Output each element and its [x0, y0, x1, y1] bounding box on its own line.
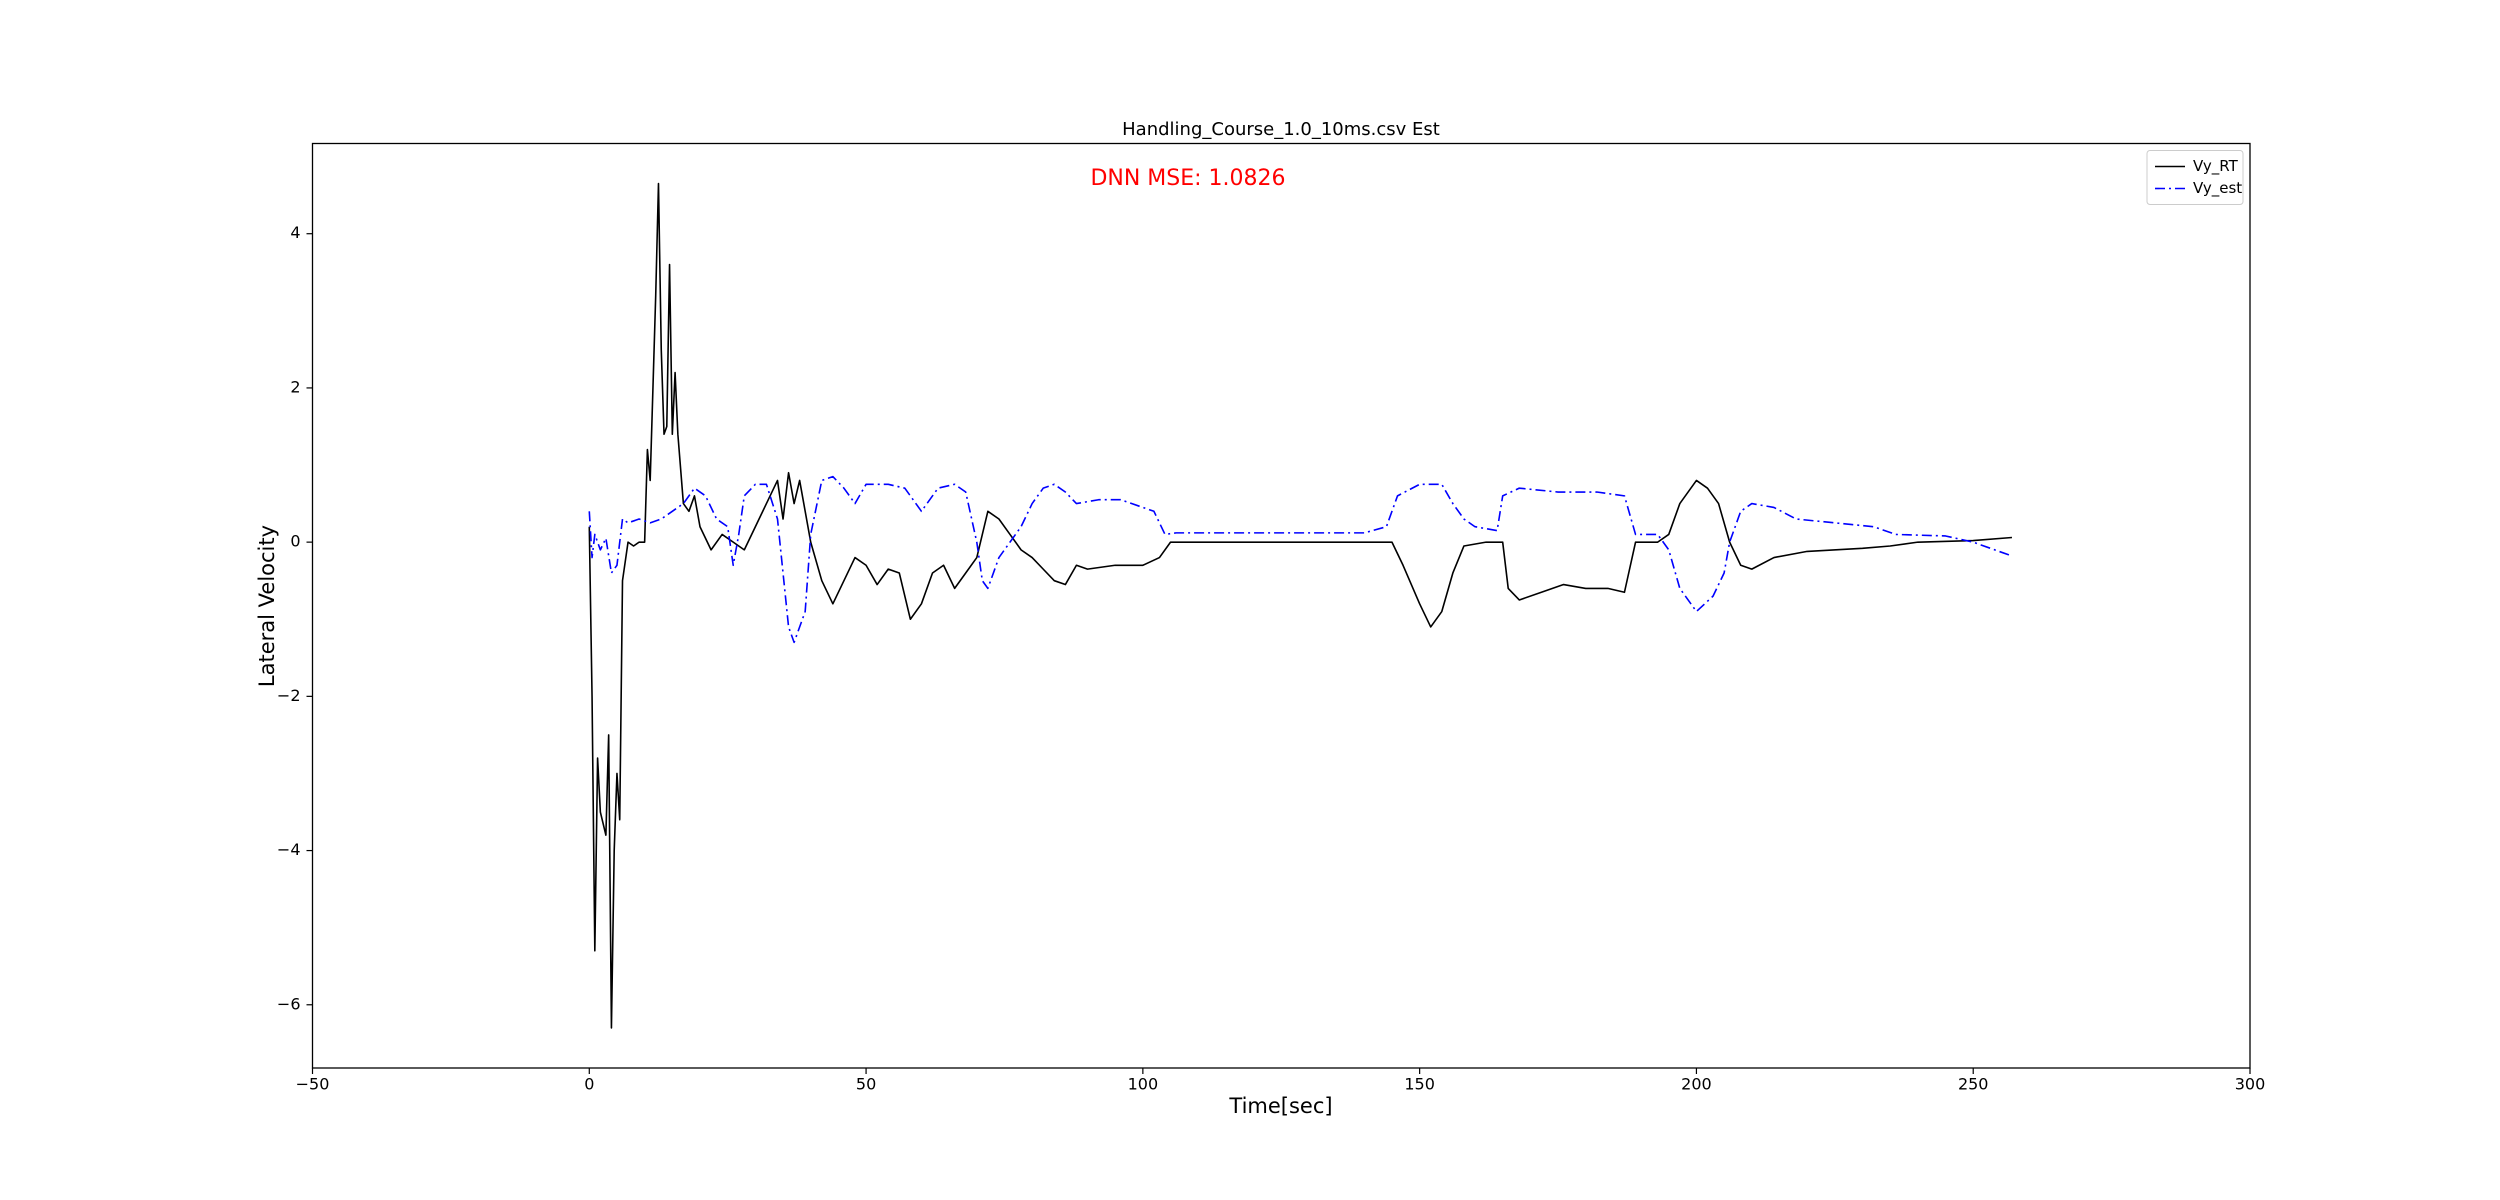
- y-tick-label: 4: [290, 223, 300, 242]
- x-tick-label: 50: [856, 1075, 876, 1094]
- chart-title: Handling_Course_1.0_10ms.csv Est: [1122, 119, 1440, 140]
- y-tick-label: 2: [290, 377, 300, 396]
- legend-label: Vy_RT: [2193, 157, 2239, 176]
- x-tick-label: 150: [1404, 1075, 1435, 1094]
- y-tick-label: −4: [277, 840, 301, 859]
- x-tick-label: 300: [2235, 1075, 2266, 1094]
- legend-label: Vy_est: [2193, 179, 2242, 198]
- x-tick-label: 250: [1958, 1075, 1989, 1094]
- x-axis-label: Time[sec]: [1228, 1094, 1332, 1118]
- y-tick-label: −6: [277, 994, 301, 1013]
- y-tick-label: 0: [290, 532, 300, 551]
- x-tick-label: 100: [1128, 1075, 1159, 1094]
- x-tick-label: 200: [1681, 1075, 1712, 1094]
- series-line: [588, 475, 2013, 644]
- series-line: [588, 182, 2013, 1029]
- y-tick-label: −2: [277, 686, 301, 705]
- x-tick-label: −50: [296, 1075, 330, 1094]
- plot-frame: [311, 142, 2251, 1069]
- legend-box: [2146, 150, 2244, 205]
- annotation: DNN MSE: 1.0826: [1090, 166, 1285, 191]
- x-tick-label: 0: [584, 1075, 594, 1094]
- y-axis-label: Lateral Velocity: [255, 525, 279, 687]
